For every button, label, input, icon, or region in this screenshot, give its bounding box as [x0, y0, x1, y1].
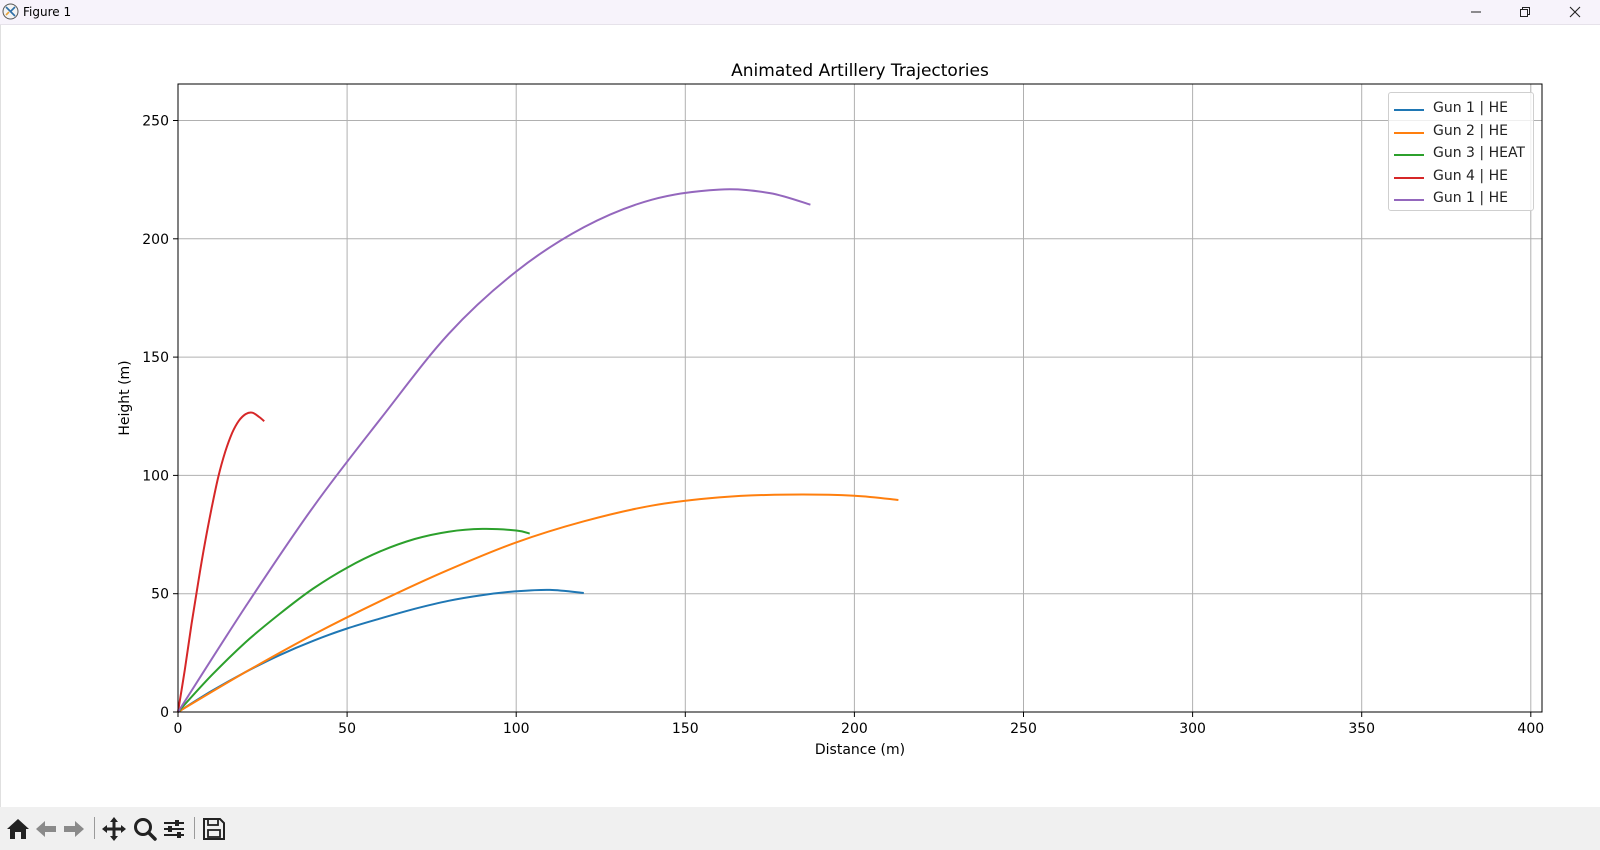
y-tick-label: 100	[142, 468, 169, 484]
x-tick-label: 350	[1348, 721, 1375, 737]
legend-label: Gun 1 | HE	[1433, 190, 1508, 206]
pan-button[interactable]	[100, 815, 128, 843]
y-tick-label: 50	[151, 587, 169, 603]
series-line-1	[177, 588, 584, 713]
plot-canvas: 0 50 100 150 200 250 300 350 400050100150200250 …	[117, 61, 1544, 758]
window-title: Figure 1	[23, 5, 72, 19]
y-tick-label: 0	[160, 705, 169, 721]
x-axis-label: Distance (m)	[815, 742, 905, 758]
series-lines	[177, 188, 899, 713]
navigation-toolbar	[0, 807, 1600, 850]
series-line-2	[177, 493, 899, 713]
close-button[interactable]	[1552, 0, 1598, 24]
toolbar-separator	[94, 817, 95, 839]
x-tick-label: 50	[338, 721, 356, 737]
legend-label: Gun 4 | HE	[1433, 167, 1508, 184]
series-line-4	[177, 411, 265, 713]
minimize-icon	[1471, 11, 1481, 13]
x-tick-label: 200	[841, 721, 868, 737]
configure-subplots-icon	[164, 820, 184, 838]
chart-legend: Gun 1 | HE Gun 2 | HE Gun 3 | HEAT Gun 4 | …	[1388, 92, 1534, 211]
y-tick-label: 250	[142, 114, 169, 130]
legend-label: Gun 3 | HEAT	[1433, 145, 1525, 161]
chart-title: Animated Artillery Trajectories	[731, 61, 989, 81]
restore-button[interactable]	[1502, 0, 1548, 24]
close-icon	[1569, 6, 1581, 18]
y-tick-label: 200	[142, 232, 169, 248]
home-button[interactable]	[4, 815, 32, 843]
pan-icon	[102, 817, 126, 841]
y-tick-label: 150	[142, 350, 169, 366]
legend-label: Gun 2 | HE	[1433, 122, 1508, 139]
y-axis-label: Height (m)	[117, 360, 133, 435]
restore-icon	[1520, 7, 1530, 17]
forward-button[interactable]	[60, 815, 88, 843]
x-tick-label: 300	[1179, 721, 1206, 737]
legend-swatch	[1394, 176, 1424, 179]
legend-swatch	[1394, 131, 1424, 134]
toolbar-separator	[194, 817, 195, 839]
forward-arrow-icon	[64, 821, 84, 837]
home-icon	[7, 819, 29, 839]
zoom-icon	[134, 818, 157, 841]
back-arrow-icon	[36, 821, 56, 837]
x-tick-label: 150	[672, 721, 699, 737]
figure-canvas: 0 50 100 150 200 250 300 350 400 0 50 100 150 200 250 …	[0, 25, 1600, 807]
window-titlebar: Figure 1	[0, 0, 1600, 25]
axes-frame	[177, 83, 1543, 713]
axis-ticks: 0 50 100 150 200 250 300 350 400 0 50 100 150 200 250	[142, 114, 1544, 738]
configure-subplots-button[interactable]	[160, 815, 188, 843]
matplotlib-app-icon	[2, 3, 19, 20]
x-tick-label: 100	[503, 721, 530, 737]
x-tick-label: 400	[1517, 721, 1544, 737]
minimize-button[interactable]	[1453, 0, 1499, 24]
series-line-3	[177, 527, 530, 713]
series-line-5	[177, 188, 811, 713]
back-button[interactable]	[32, 815, 60, 843]
legend-swatch	[1394, 109, 1424, 111]
x-tick-label: 250	[1010, 721, 1037, 737]
save-button[interactable]	[200, 815, 228, 843]
x-tick-label: 0	[174, 721, 183, 737]
zoom-button[interactable]	[131, 815, 159, 843]
legend-label: Gun 1 | HE	[1433, 100, 1508, 116]
legend-swatch	[1394, 154, 1424, 156]
save-icon	[203, 818, 225, 840]
legend-swatch	[1394, 199, 1424, 201]
